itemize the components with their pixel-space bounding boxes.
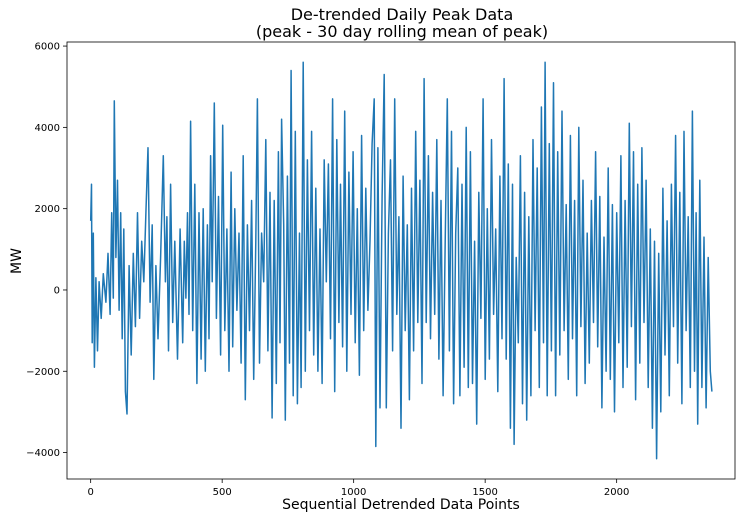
chart-title: De-trended Daily Peak Data [291, 5, 514, 24]
x-axis-label: Sequential Detrended Data Points [282, 497, 520, 513]
y-tick-label: −4000 [26, 448, 60, 459]
series-line-0 [89, 61, 713, 460]
y-tick-label: 0 [54, 285, 60, 296]
y-tick-label: 6000 [35, 42, 60, 53]
y-axis-label: MW [9, 248, 25, 274]
y-tick-label: 2000 [35, 204, 60, 215]
y-tick-label: 4000 [35, 123, 60, 134]
y-tick-label: −2000 [26, 367, 60, 378]
x-tick-label: 0 [87, 487, 93, 498]
x-axis-ticks: 0 500 1000 1500 2000 [87, 479, 629, 498]
plot-area-frame [66, 41, 736, 480]
series-layer [89, 61, 713, 460]
x-tick-label: 2000 [604, 487, 629, 498]
x-tick-label: 1500 [472, 487, 497, 498]
y-axis-ticks: −4000 −2000 0 2000 4000 6000 [26, 42, 67, 459]
x-tick-label: 1000 [341, 487, 366, 498]
chart-subtitle: (peak - 30 day rolling mean of peak) [256, 22, 548, 41]
x-tick-label: 500 [213, 487, 232, 498]
